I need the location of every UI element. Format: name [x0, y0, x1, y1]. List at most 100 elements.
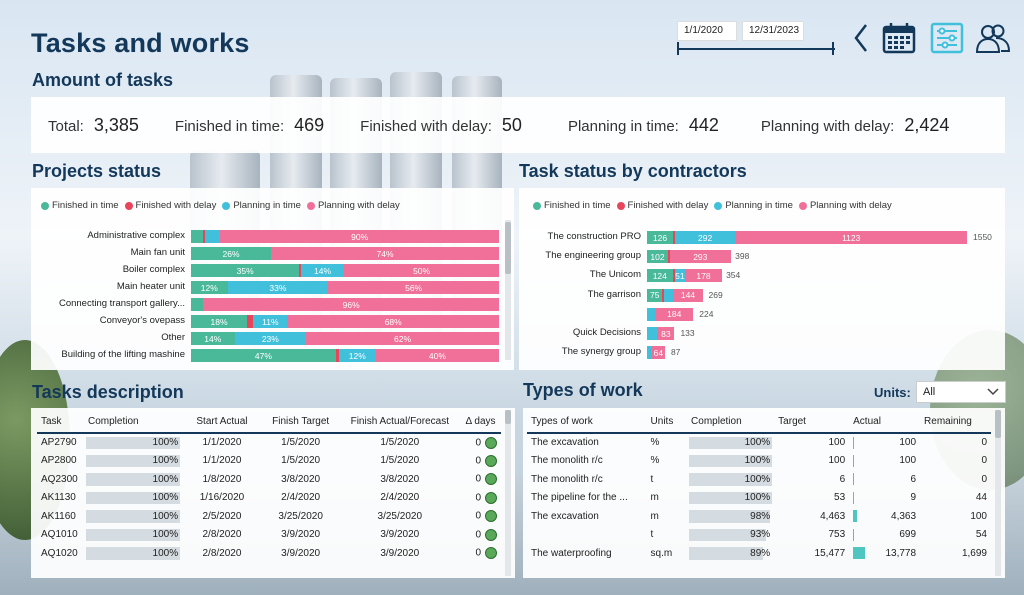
- bar-segment[interactable]: [299, 264, 301, 277]
- bar-segment[interactable]: 23%: [234, 332, 307, 345]
- bar-segment[interactable]: 90%: [220, 230, 499, 243]
- bar-segment[interactable]: 102: [647, 250, 669, 264]
- column-header[interactable]: Units: [646, 411, 688, 434]
- slider-handle-end[interactable]: [832, 42, 834, 55]
- column-header[interactable]: Finish Actual/Forecast: [339, 411, 461, 434]
- bar-segment[interactable]: 12%: [191, 281, 228, 294]
- bar-segment[interactable]: 50%: [344, 264, 499, 277]
- tasks-scrollbar[interactable]: [505, 410, 511, 576]
- column-header[interactable]: Actual: [849, 411, 921, 434]
- bar-segment[interactable]: 292: [675, 231, 736, 244]
- bar-segment[interactable]: 35%: [191, 264, 300, 277]
- bar-segment[interactable]: 293: [670, 250, 731, 264]
- bar-segment[interactable]: [203, 230, 205, 243]
- bar-segment[interactable]: 178: [685, 269, 722, 283]
- bar-segment[interactable]: 126: [647, 231, 673, 244]
- bar-segment[interactable]: [662, 288, 665, 302]
- table-row[interactable]: AP2800 100% 1/1/2020 1/5/2020 1/5/2020 0: [37, 452, 501, 471]
- bar-segment[interactable]: [647, 327, 658, 340]
- units-dropdown[interactable]: All: [916, 381, 1006, 403]
- bar-segment[interactable]: 68%: [287, 315, 499, 328]
- table-row[interactable]: t 93% 753 699 54: [527, 526, 991, 545]
- contractor-bar[interactable]: 126 292 1123: [647, 231, 968, 244]
- users-icon[interactable]: [974, 20, 1012, 56]
- table-row[interactable]: AQ2300 100% 1/8/2020 3/8/2020 3/8/2020 0: [37, 470, 501, 489]
- column-header[interactable]: Completion: [84, 411, 183, 434]
- bar-segment[interactable]: [673, 231, 675, 244]
- bar-segment[interactable]: 1123: [735, 231, 968, 244]
- back-chevron-icon[interactable]: [850, 20, 872, 56]
- column-header[interactable]: Remaining: [920, 411, 991, 434]
- tasks-scroll-thumb[interactable]: [505, 410, 511, 424]
- column-header[interactable]: Types of work: [527, 411, 647, 434]
- bar-segment[interactable]: 40%: [375, 349, 499, 362]
- legend-item[interactable]: Finished with delay: [616, 200, 708, 211]
- contractor-bar[interactable]: 75 144: [647, 288, 703, 302]
- contractor-bar[interactable]: 124 51 178: [647, 269, 722, 283]
- column-header[interactable]: Task: [37, 411, 84, 434]
- bar-segment[interactable]: [647, 346, 652, 360]
- project-bar[interactable]: 26% 74%: [191, 247, 499, 260]
- calendar-icon[interactable]: [880, 20, 918, 56]
- legend-item[interactable]: Planning with delay: [798, 200, 892, 211]
- table-row[interactable]: The monolith r/c% 100% 100 100 0: [527, 452, 991, 471]
- bar-segment[interactable]: [204, 230, 221, 243]
- bar-segment[interactable]: [247, 315, 254, 328]
- project-bar[interactable]: 35% 14% 50%: [191, 264, 499, 277]
- legend-item[interactable]: Finished with delay: [124, 200, 216, 211]
- contractor-bar[interactable]: 83: [647, 327, 675, 340]
- bar-segment[interactable]: 14%: [300, 264, 345, 277]
- bar-segment[interactable]: 18%: [191, 315, 247, 328]
- table-row[interactable]: The excavation m 98% 4,463 4,363 100: [527, 507, 991, 526]
- table-row[interactable]: AK1160 100% 2/5/2020 3/25/2020 3/25/2020 0: [37, 507, 501, 526]
- bar-segment[interactable]: [647, 307, 656, 321]
- projects-scroll-thumb[interactable]: [505, 222, 511, 274]
- contractor-bar[interactable]: 184: [647, 307, 694, 321]
- table-row[interactable]: AP2790 100% 1/1/2020 1/5/2020 1/5/2020 0: [37, 433, 501, 452]
- table-row[interactable]: AQ1020 100% 2/8/2020 3/9/2020 3/9/2020 0: [37, 544, 501, 563]
- date-range-slider[interactable]: [677, 48, 835, 50]
- column-header[interactable]: Finish Target: [261, 411, 340, 434]
- bar-segment[interactable]: 14%: [191, 332, 235, 345]
- bar-segment[interactable]: 51: [674, 269, 686, 283]
- bar-segment[interactable]: [672, 269, 675, 283]
- project-bar[interactable]: 18% 11% 68%: [191, 315, 499, 328]
- column-header[interactable]: Completion: [687, 411, 775, 434]
- column-header[interactable]: Δ days: [460, 411, 501, 434]
- bar-segment[interactable]: 124: [647, 269, 673, 283]
- contractor-bar[interactable]: 102 293: [647, 250, 731, 264]
- bar-segment[interactable]: 11%: [253, 315, 288, 328]
- bar-segment[interactable]: [668, 250, 671, 264]
- project-bar[interactable]: 47% 12% 40%: [191, 349, 499, 362]
- bar-segment[interactable]: [191, 298, 204, 311]
- project-bar[interactable]: 12% 33% 56%: [191, 281, 499, 294]
- bar-segment[interactable]: 64: [651, 346, 665, 360]
- works-scrollbar[interactable]: [995, 410, 1001, 576]
- bar-segment[interactable]: 74%: [271, 247, 499, 260]
- bar-segment[interactable]: 75: [647, 288, 663, 302]
- column-header[interactable]: Start Actual: [182, 411, 262, 434]
- column-header[interactable]: Target: [774, 411, 850, 434]
- projects-scrollbar[interactable]: [505, 220, 511, 360]
- bar-segment[interactable]: [664, 288, 674, 302]
- bar-segment[interactable]: [335, 349, 339, 362]
- bar-segment[interactable]: 12%: [338, 349, 376, 362]
- slider-handle-start[interactable]: [677, 42, 679, 55]
- project-bar[interactable]: 96%: [191, 298, 499, 311]
- table-row[interactable]: AK1130 100% 1/16/2020 2/4/2020 2/4/2020 0: [37, 489, 501, 508]
- project-bar[interactable]: 90%: [191, 230, 499, 243]
- legend-item[interactable]: Finished in time: [533, 200, 611, 211]
- bar-segment[interactable]: 47%: [191, 349, 336, 362]
- bar-segment[interactable]: 62%: [306, 332, 499, 345]
- table-row[interactable]: The pipeline for the ... m 100% 53 9 44: [527, 489, 991, 508]
- bar-segment[interactable]: 33%: [227, 281, 329, 294]
- contractor-bar[interactable]: 64: [647, 346, 665, 360]
- works-scroll-thumb[interactable]: [995, 410, 1001, 438]
- legend-item[interactable]: Planning in time: [222, 200, 301, 211]
- project-bar[interactable]: 14% 23% 62%: [191, 332, 499, 345]
- legend-item[interactable]: Finished in time: [41, 200, 119, 211]
- table-row[interactable]: AQ1010 100% 2/8/2020 3/9/2020 3/9/2020 0: [37, 526, 501, 545]
- bar-segment[interactable]: 96%: [203, 298, 499, 311]
- bar-segment[interactable]: 56%: [328, 281, 499, 294]
- bar-segment[interactable]: 26%: [191, 247, 272, 260]
